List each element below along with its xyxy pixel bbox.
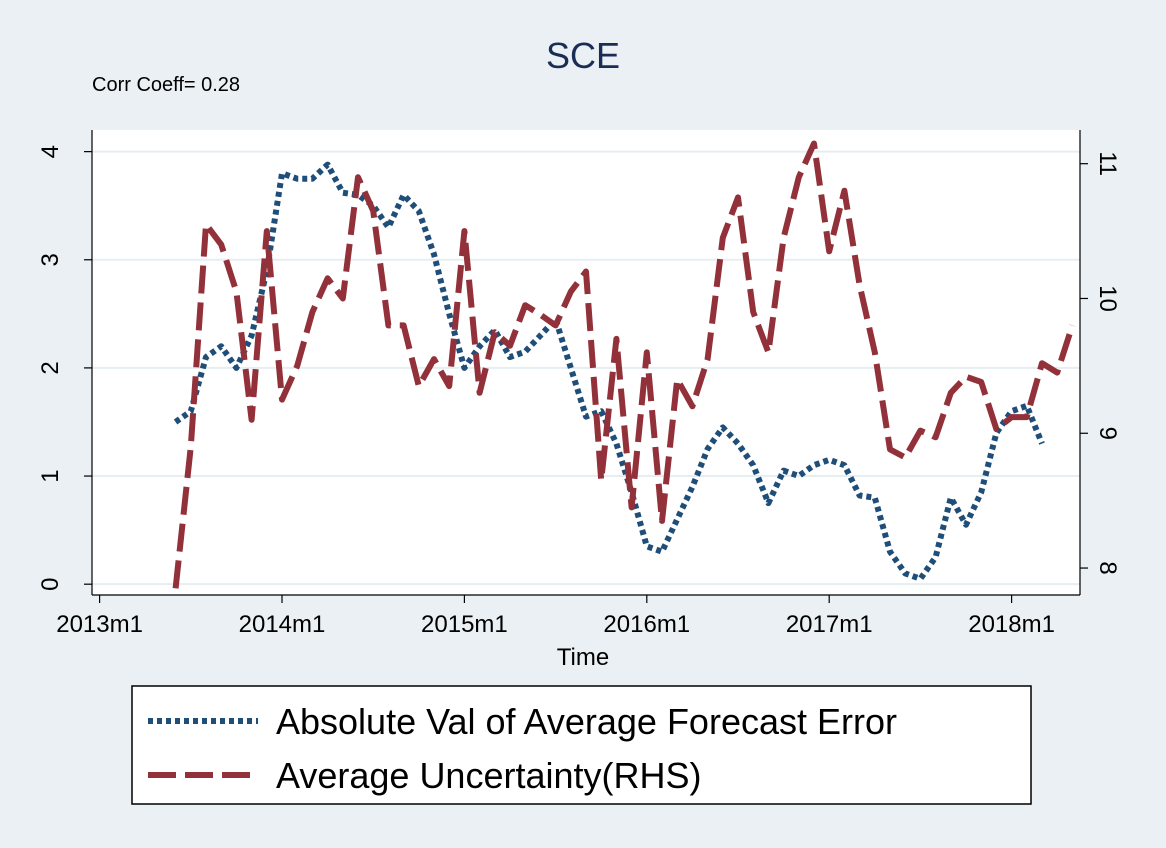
y-left-tick-label: 2 (37, 361, 64, 374)
series-line-uncertainty (172, 140, 1076, 589)
x-tick-label: 2018m1 (968, 611, 1055, 638)
y-right-tick-label: 9 (1094, 427, 1121, 440)
y-right-tick-label: 8 (1094, 561, 1121, 574)
chart-title: SCE (546, 35, 620, 76)
x-tick-label: 2015m1 (421, 611, 508, 638)
tick-labels: 0 1 2 3 4 8 9 10 11 2013m1 2014m1 2015m1 2016m1 2017m… (37, 145, 1121, 638)
axes (84, 130, 1088, 603)
x-tick-label: 2016m1 (603, 611, 690, 638)
plot-area (92, 130, 1080, 595)
legend-label-forecast-error: Absolute Val of Average Forecast Error (276, 701, 897, 742)
x-tick-label: 2014m1 (239, 611, 326, 638)
grid-lines (92, 150, 1080, 586)
x-tick-label: 2013m1 (56, 611, 143, 638)
series-layer (172, 140, 1076, 589)
x-axis-title: Time (557, 644, 609, 671)
legend-label-uncertainty: Average Uncertainty(RHS) (276, 755, 702, 796)
legend-box (131, 685, 1032, 805)
y-left-tick-label: 1 (37, 469, 64, 482)
x-tick-label: 2017m1 (786, 611, 873, 638)
y-left-tick-label: 0 (37, 578, 64, 591)
y-left-tick-label: 3 (37, 253, 64, 266)
y-left-tick-label: 4 (37, 145, 64, 158)
y-right-tick-label: 10 (1094, 285, 1121, 312)
series-line-forecast-error (173, 161, 1045, 582)
corr-annotation: Corr Coeff= 0.28 (92, 74, 240, 96)
y-right-tick-label: 11 (1094, 151, 1121, 176)
